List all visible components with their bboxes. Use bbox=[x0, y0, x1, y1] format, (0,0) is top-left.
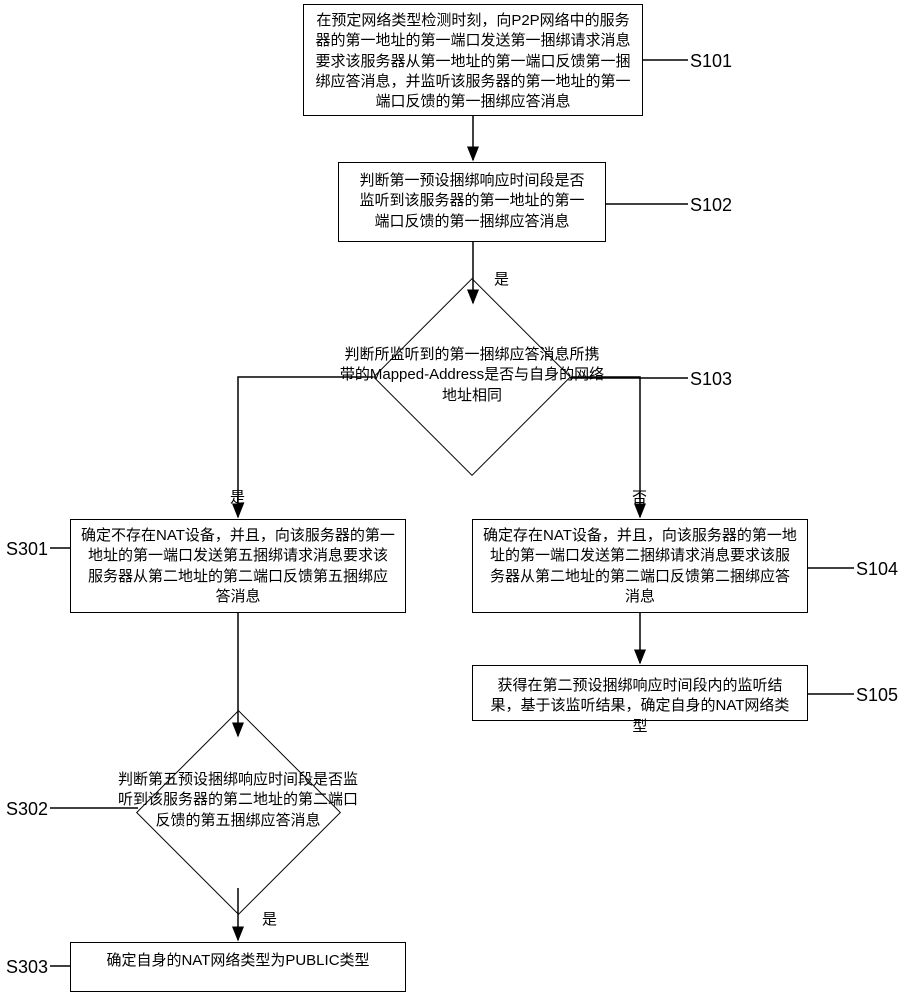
node-s301: 确定不存在NAT设备，并且，向该服务器的第一地址的第一端口发送第五捆绑请求消息要… bbox=[70, 519, 406, 613]
edge-label-no-s103-s104: 否 bbox=[632, 490, 647, 505]
node-s103 bbox=[373, 278, 571, 476]
node-s303: 确定自身的NAT网络类型为PUBLIC类型 bbox=[70, 942, 406, 992]
label-s103: S103 bbox=[690, 370, 732, 388]
node-s102: 判断第一预设捆绑响应时间段是否监听到该服务器的第一地址的第一端口反馈的第一捆绑应… bbox=[338, 162, 606, 242]
label-s101: S101 bbox=[690, 52, 732, 70]
node-s302 bbox=[136, 710, 341, 915]
label-s105: S105 bbox=[856, 686, 898, 704]
label-s102: S102 bbox=[690, 196, 732, 214]
node-s104: 确定存在NAT设备，并且，向该服务器的第一地址的第一端口发送第二捆绑请求消息要求… bbox=[472, 519, 808, 613]
edge-label-yes-s302-s303: 是 bbox=[262, 912, 277, 927]
edge-label-yes-s103-s301: 是 bbox=[230, 490, 245, 505]
label-s301: S301 bbox=[6, 540, 48, 558]
connectors bbox=[0, 0, 909, 1000]
label-s104: S104 bbox=[856, 560, 898, 578]
label-s302: S302 bbox=[6, 800, 48, 818]
edge-label-yes-s102-s103: 是 bbox=[494, 272, 509, 287]
node-s101: 在预定网络类型检测时刻，向P2P网络中的服务器的第一地址的第一端口发送第一捆绑请… bbox=[303, 4, 643, 116]
label-s303: S303 bbox=[6, 958, 48, 976]
node-s105: 获得在第二预设捆绑响应时间段内的监听结果，基于该监听结果，确定自身的NAT网络类… bbox=[472, 665, 808, 721]
